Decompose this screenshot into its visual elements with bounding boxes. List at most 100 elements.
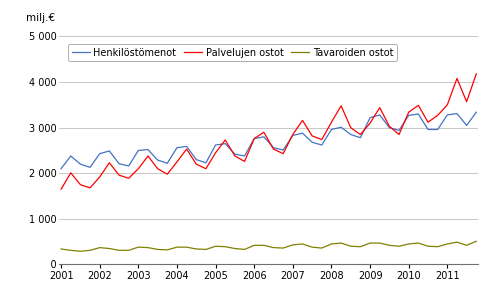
Tavaroiden ostot: [97, 246, 103, 249]
Palvelujen ostot: [300, 119, 306, 122]
Tavaroiden ostot: [338, 241, 344, 245]
Tavaroiden ostot: [406, 242, 412, 246]
Henkilöstömenot: [126, 164, 132, 168]
Tavaroiden ostot: [145, 246, 151, 249]
Henkilöstömenot: [357, 136, 363, 140]
Tavaroiden ostot: [116, 249, 122, 252]
Palvelujen ostot: [290, 133, 296, 136]
Henkilöstömenot: [319, 143, 325, 147]
Henkilöstömenot: [136, 149, 141, 152]
Palvelujen ostot: [116, 173, 122, 177]
Tavaroiden ostot: [271, 246, 277, 249]
Tavaroiden ostot: [348, 244, 353, 248]
Tavaroiden ostot: [203, 247, 209, 251]
Tavaroiden ostot: [280, 246, 286, 250]
Henkilöstömenot: [396, 129, 402, 132]
Palvelujen ostot: [251, 137, 257, 140]
Henkilöstömenot: [290, 134, 296, 137]
Tavaroiden ostot: [290, 243, 296, 247]
Tavaroiden ostot: [164, 248, 170, 252]
Palvelujen ostot: [454, 77, 460, 80]
Palvelujen ostot: [155, 167, 161, 171]
Tavaroiden ostot: [357, 245, 363, 249]
Palvelujen ostot: [387, 125, 392, 128]
Palvelujen ostot: [222, 138, 228, 142]
Tavaroiden ostot: [309, 245, 315, 249]
Palvelujen ostot: [367, 121, 373, 125]
Palvelujen ostot: [473, 72, 479, 76]
Tavaroiden ostot: [87, 249, 93, 252]
Palvelujen ostot: [416, 103, 422, 107]
Henkilöstömenot: [106, 149, 112, 153]
Palvelujen ostot: [377, 106, 383, 109]
Tavaroiden ostot: [77, 249, 83, 253]
Henkilöstömenot: [444, 113, 450, 117]
Palvelujen ostot: [126, 176, 132, 180]
Henkilöstömenot: [77, 162, 83, 166]
Palvelujen ostot: [174, 160, 180, 164]
Henkilöstömenot: [97, 152, 103, 156]
Tavaroiden ostot: [242, 247, 247, 251]
Tavaroiden ostot: [387, 244, 392, 247]
Henkilöstömenot: [454, 112, 460, 116]
Tavaroiden ostot: [396, 244, 402, 248]
Tavaroiden ostot: [261, 244, 267, 247]
Palvelujen ostot: [242, 160, 247, 163]
Henkilöstömenot: [174, 146, 180, 150]
Palvelujen ostot: [348, 126, 353, 130]
Henkilöstömenot: [58, 167, 64, 171]
Palvelujen ostot: [444, 103, 450, 107]
Henkilöstömenot: [87, 165, 93, 169]
Tavaroiden ostot: [155, 247, 161, 251]
Henkilöstömenot: [387, 126, 392, 130]
Palvelujen ostot: [232, 154, 238, 158]
Henkilöstömenot: [348, 133, 353, 136]
Palvelujen ostot: [435, 114, 441, 117]
Tavaroiden ostot: [425, 244, 431, 248]
Henkilöstömenot: [212, 143, 218, 147]
Tavaroiden ostot: [444, 242, 450, 246]
Palvelujen ostot: [280, 152, 286, 156]
Line: Tavaroiden ostot: Tavaroiden ostot: [61, 241, 476, 251]
Palvelujen ostot: [97, 175, 103, 179]
Henkilöstömenot: [328, 128, 334, 131]
Henkilöstömenot: [338, 126, 344, 129]
Palvelujen ostot: [203, 167, 209, 171]
Palvelujen ostot: [193, 162, 199, 166]
Palvelujen ostot: [406, 110, 412, 114]
Palvelujen ostot: [463, 100, 469, 104]
Palvelujen ostot: [164, 172, 170, 176]
Palvelujen ostot: [271, 147, 277, 151]
Henkilöstömenot: [251, 137, 257, 140]
Henkilöstömenot: [377, 113, 383, 117]
Tavaroiden ostot: [126, 249, 132, 252]
Henkilöstömenot: [164, 161, 170, 165]
Tavaroiden ostot: [212, 244, 218, 248]
Henkilöstömenot: [367, 116, 373, 119]
Palvelujen ostot: [328, 120, 334, 124]
Palvelujen ostot: [68, 171, 74, 174]
Henkilöstömenot: [425, 128, 431, 131]
Henkilöstömenot: [406, 114, 412, 117]
Palvelujen ostot: [87, 186, 93, 190]
Henkilöstömenot: [280, 148, 286, 152]
Henkilöstömenot: [473, 110, 479, 114]
Tavaroiden ostot: [232, 247, 238, 250]
Henkilöstömenot: [435, 128, 441, 131]
Tavaroiden ostot: [68, 249, 74, 252]
Henkilöstömenot: [222, 142, 228, 146]
Tavaroiden ostot: [174, 245, 180, 249]
Palvelujen ostot: [184, 147, 190, 151]
Tavaroiden ostot: [435, 245, 441, 249]
Henkilöstömenot: [193, 158, 199, 161]
Henkilöstömenot: [271, 146, 277, 150]
Tavaroiden ostot: [58, 247, 64, 251]
Henkilöstömenot: [155, 158, 161, 162]
Text: milj.€: milj.€: [26, 13, 55, 23]
Palvelujen ostot: [357, 133, 363, 136]
Tavaroiden ostot: [328, 242, 334, 246]
Henkilöstömenot: [116, 162, 122, 165]
Tavaroiden ostot: [184, 245, 190, 249]
Henkilöstömenot: [184, 145, 190, 148]
Tavaroiden ostot: [367, 241, 373, 245]
